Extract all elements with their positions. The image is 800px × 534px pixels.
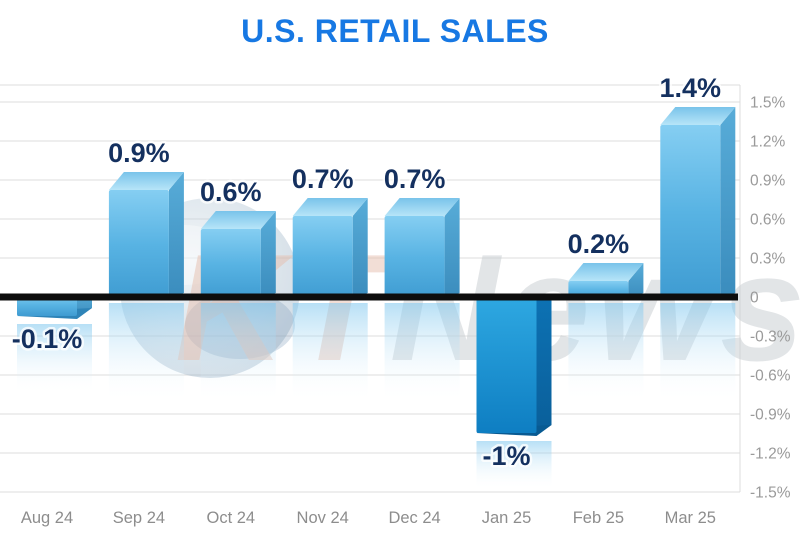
bar-front-face (384, 216, 445, 300)
bar-value-label: 0.7% (384, 164, 446, 194)
bar-column-sep-24 (108, 172, 184, 403)
bar-value-label: 1.4% (660, 73, 722, 103)
bar-front-face (292, 216, 353, 300)
bar-front-face (200, 229, 261, 300)
bar-reflection (292, 303, 368, 403)
bar-reflection (200, 303, 276, 403)
bar-top-face (292, 198, 368, 216)
y-axis-tick-label: -0.6% (750, 368, 791, 385)
bar-value-label: 0.2% (568, 229, 630, 259)
bar-top-face (568, 263, 644, 281)
y-axis-tick-label: 0.9% (750, 173, 786, 190)
bar-side-face (536, 294, 552, 433)
y-axis-tick-label: 0 (750, 290, 759, 307)
bar-value-label: 0.7% (292, 164, 354, 194)
x-axis-category-label: Jan 25 (482, 509, 532, 527)
bar-side-face (352, 198, 368, 299)
bar-front-face (108, 190, 169, 300)
bar-top-face (200, 211, 276, 229)
chart-title: U.S. RETAIL SALES (241, 13, 549, 49)
y-axis-tick-label: 1.2% (750, 134, 786, 151)
bar-value-label: -1% (482, 441, 530, 471)
bar-reflection (476, 441, 552, 490)
bar-column-dec-24 (384, 198, 460, 403)
x-axis-category-label: Dec 24 (388, 509, 440, 527)
y-axis-tick-label: -1.5% (750, 485, 791, 502)
x-axis-category-label: Oct 24 (206, 509, 255, 527)
x-axis-category-label: Feb 25 (573, 509, 624, 527)
bar-reflection (384, 303, 460, 403)
bar-top-face (384, 198, 460, 216)
x-axis-category-label: Mar 25 (665, 509, 716, 527)
bar-reflection (660, 303, 736, 403)
bar-top-face (660, 107, 736, 125)
y-axis-tick-label: -1.2% (750, 446, 791, 463)
bar-front-face (476, 294, 537, 433)
x-axis-category-label: Sep 24 (113, 509, 165, 527)
bar-reflection (568, 303, 644, 403)
bar-side-face (628, 263, 644, 299)
bar-reflection (17, 324, 92, 394)
x-axis-category-label: Nov 24 (297, 509, 349, 527)
y-axis-tick-label: 0.6% (750, 212, 786, 229)
bar-value-label: 0.6% (200, 177, 262, 207)
bar-column-feb-25 (568, 263, 644, 403)
y-axis-tick-label: 1.5% (750, 95, 786, 112)
bar-side-face (168, 172, 184, 299)
bar-front-face (660, 125, 721, 300)
bar-column-oct-24 (200, 211, 276, 403)
bar-reflection (108, 303, 184, 403)
y-axis-tick-label: 0.3% (750, 251, 786, 268)
bar-value-label: -0.1% (12, 324, 83, 354)
bar-side-face (260, 211, 276, 299)
bar-side-face (720, 107, 736, 299)
bar-column-mar-25 (660, 107, 736, 403)
bar-side-face (444, 198, 460, 299)
y-axis-tick-label: -0.9% (750, 407, 791, 424)
bar-value-label: 0.9% (108, 138, 170, 168)
x-axis-category-label: Aug 24 (21, 509, 73, 527)
y-axis-tick-label: -0.3% (750, 329, 791, 346)
bar-top-face (108, 172, 184, 190)
bar-column-jan-25 (476, 294, 552, 490)
bar-column-nov-24 (292, 198, 368, 403)
